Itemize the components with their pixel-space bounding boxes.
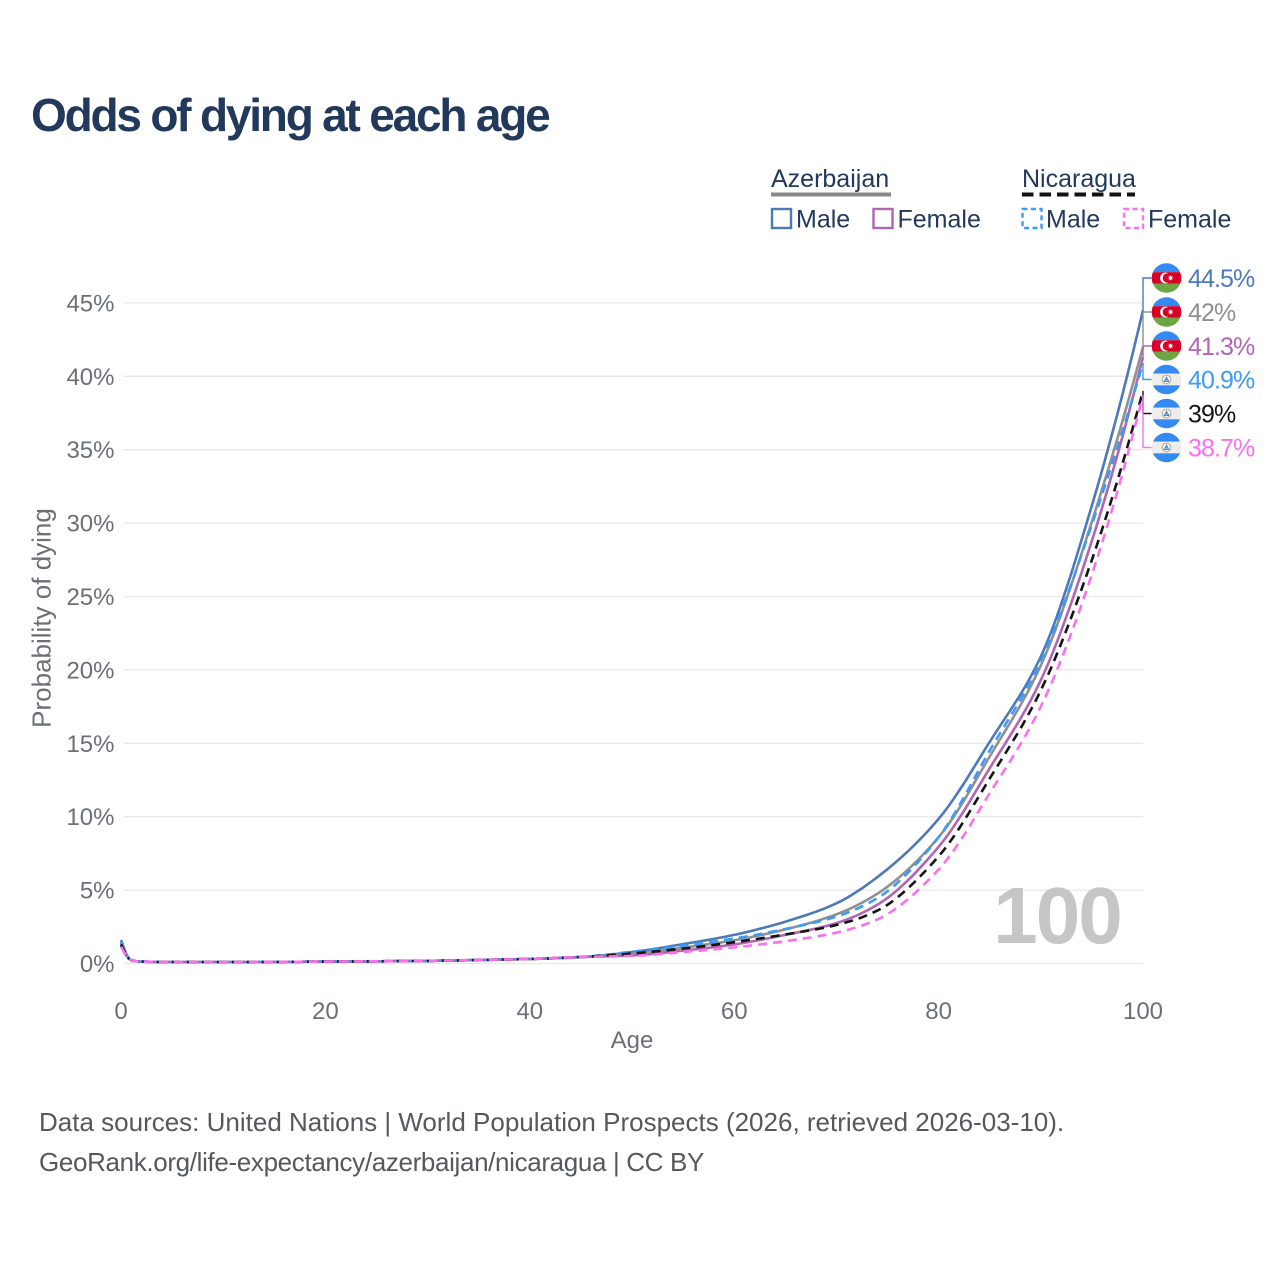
svg-text:Nicaragua: Nicaragua bbox=[1022, 165, 1136, 193]
svg-text:Data sources: United Nations |: Data sources: United Nations | World Pop… bbox=[39, 1107, 1064, 1137]
svg-text:35%: 35% bbox=[66, 437, 114, 464]
svg-text:100: 100 bbox=[993, 871, 1120, 960]
svg-text:39%: 39% bbox=[1188, 401, 1236, 429]
svg-text:40: 40 bbox=[516, 998, 543, 1025]
svg-text:60: 60 bbox=[721, 998, 748, 1025]
svg-text:38.7%: 38.7% bbox=[1188, 435, 1255, 463]
svg-text:44.5%: 44.5% bbox=[1188, 265, 1255, 293]
svg-text:0: 0 bbox=[114, 998, 127, 1025]
svg-text:30%: 30% bbox=[66, 511, 114, 538]
svg-text:Odds of dying at each age: Odds of dying at each age bbox=[31, 89, 550, 141]
svg-text:25%: 25% bbox=[66, 584, 114, 611]
svg-text:45%: 45% bbox=[66, 290, 114, 317]
svg-text:42%: 42% bbox=[1188, 299, 1236, 327]
svg-text:15%: 15% bbox=[66, 731, 114, 758]
svg-text:Age: Age bbox=[611, 1027, 654, 1054]
svg-text:5%: 5% bbox=[80, 878, 115, 905]
svg-text:0%: 0% bbox=[80, 951, 115, 978]
svg-text:40.9%: 40.9% bbox=[1188, 367, 1255, 395]
svg-text:Female: Female bbox=[898, 206, 981, 234]
svg-text:Azerbaijan: Azerbaijan bbox=[771, 165, 889, 193]
svg-text:Female: Female bbox=[1148, 206, 1231, 234]
svg-text:Probability of dying: Probability of dying bbox=[26, 508, 56, 728]
svg-text:40%: 40% bbox=[66, 364, 114, 391]
svg-text:10%: 10% bbox=[66, 804, 114, 831]
svg-text:80: 80 bbox=[925, 998, 952, 1025]
svg-text:Male: Male bbox=[796, 206, 850, 234]
svg-text:20: 20 bbox=[312, 998, 339, 1025]
svg-text:GeoRank.org/life-expectancy/az: GeoRank.org/life-expectancy/azerbaijan/n… bbox=[39, 1147, 704, 1177]
svg-text:Male: Male bbox=[1046, 206, 1100, 234]
svg-text:41.3%: 41.3% bbox=[1188, 333, 1255, 361]
svg-text:20%: 20% bbox=[66, 657, 114, 684]
svg-text:100: 100 bbox=[1123, 998, 1163, 1025]
